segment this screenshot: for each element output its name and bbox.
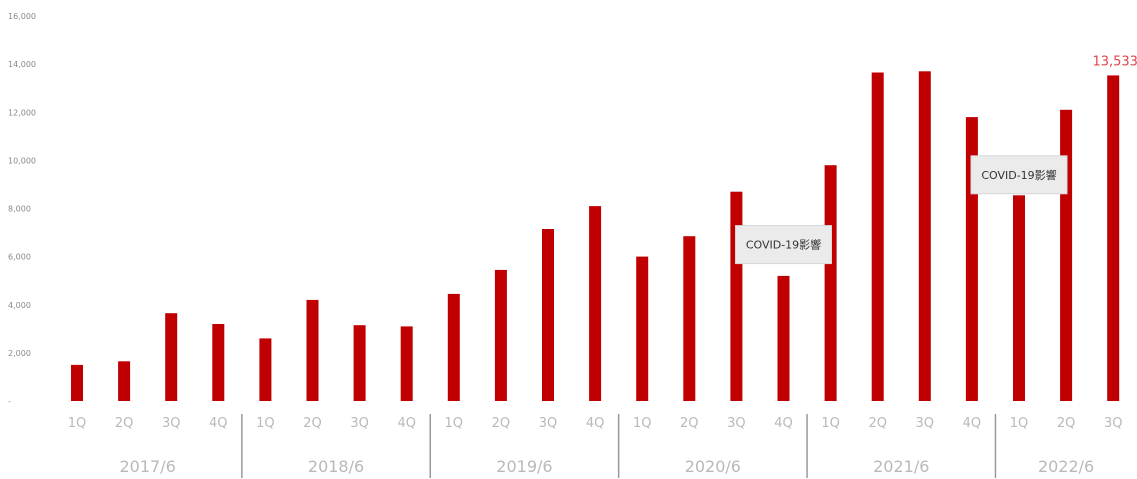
y-tick-label: 2,000 (8, 349, 31, 358)
x-group-label: 2018/6 (308, 457, 364, 476)
bar (118, 361, 131, 401)
y-tick-label: 12,000 (8, 108, 36, 117)
x-tick-label: 4Q (397, 416, 416, 431)
x-tick-label: 3Q (539, 416, 558, 431)
x-group-label: 2022/6 (1038, 457, 1094, 476)
bars: 13,533 (71, 54, 1137, 402)
x-tick-label: 2Q (680, 416, 699, 431)
bar (165, 313, 178, 401)
x-tick-label: 3Q (350, 416, 369, 431)
x-tick-label: 3Q (916, 416, 935, 431)
bar (1060, 109, 1073, 402)
y-tick-label: 14,000 (8, 60, 36, 69)
data-label: 13,533 (1092, 54, 1137, 69)
bar (777, 275, 790, 401)
x-group-label: 2017/6 (120, 457, 176, 476)
x-tick-label: 4Q (209, 416, 228, 431)
x-group-label: 2019/6 (496, 457, 552, 476)
y-tick-label: 10,000 (8, 156, 36, 165)
y-tick-label: - (8, 397, 11, 406)
annotation-callout: COVID-19影響 (735, 225, 832, 265)
bar (542, 229, 554, 401)
x-tick-label: 3Q (1104, 416, 1123, 431)
bar (636, 256, 649, 401)
bar (871, 72, 884, 401)
x-tick-label: 4Q (586, 416, 605, 431)
bar (306, 299, 319, 401)
x-tick-label: 1Q (256, 416, 275, 431)
y-axis: - 2,000 4,000 6,000 8,000 10,000 12,000 14,000 1… (8, 12, 36, 406)
annotation-text: COVID-19影響 (746, 238, 821, 252)
x-tick-label: 2Q (1057, 416, 1076, 431)
x-tick-label: 3Q (727, 416, 746, 431)
x-axis: 1Q 2Q 3Q 4Q 1Q 2Q 3Q 4Q 1Q 2Q 3Q 4Q 1Q 2Q 3Q 4Q 1Q 2Q 3Q 4Q… (68, 414, 1123, 478)
x-tick-label: 1Q (68, 416, 87, 431)
annotation-box (970, 155, 1068, 195)
annotation-box (735, 225, 832, 265)
annotation-text: COVID-19影響 (981, 168, 1056, 182)
bar (353, 325, 366, 401)
bar (1013, 195, 1025, 401)
x-tick-label: 1Q (445, 416, 464, 431)
y-tick-label: 4,000 (8, 301, 31, 310)
x-group-label: 2020/6 (685, 457, 741, 476)
x-tick-label: 4Q (774, 416, 793, 431)
bar (259, 338, 272, 401)
bar (824, 165, 837, 401)
annotations: COVID-19影響 COVID-19影響 (735, 155, 1068, 265)
x-tick-label: 2Q (868, 416, 887, 431)
bar (212, 324, 225, 401)
annotation-callout: COVID-19影響 (970, 155, 1068, 195)
x-group-label: 2021/6 (873, 457, 929, 476)
bar (683, 236, 696, 401)
bar (494, 269, 507, 401)
x-tick-label: 2Q (115, 416, 134, 431)
bar (71, 364, 83, 401)
x-tick-label: 1Q (821, 416, 840, 431)
x-tick-label: 2Q (492, 416, 511, 431)
y-tick-label: 8,000 (8, 205, 31, 214)
x-tick-label: 1Q (633, 416, 652, 431)
x-tick-label: 3Q (162, 416, 181, 431)
bar (589, 206, 602, 401)
bar (447, 293, 460, 401)
x-tick-label: 4Q (963, 416, 982, 431)
bar (400, 326, 413, 401)
y-tick-label: 16,000 (8, 12, 36, 21)
bar (730, 191, 743, 401)
y-tick-label: 6,000 (8, 253, 31, 262)
bar (1107, 75, 1120, 402)
bar (918, 71, 931, 402)
x-tick-label: 1Q (1010, 416, 1029, 431)
x-tick-label: 2Q (303, 416, 322, 431)
